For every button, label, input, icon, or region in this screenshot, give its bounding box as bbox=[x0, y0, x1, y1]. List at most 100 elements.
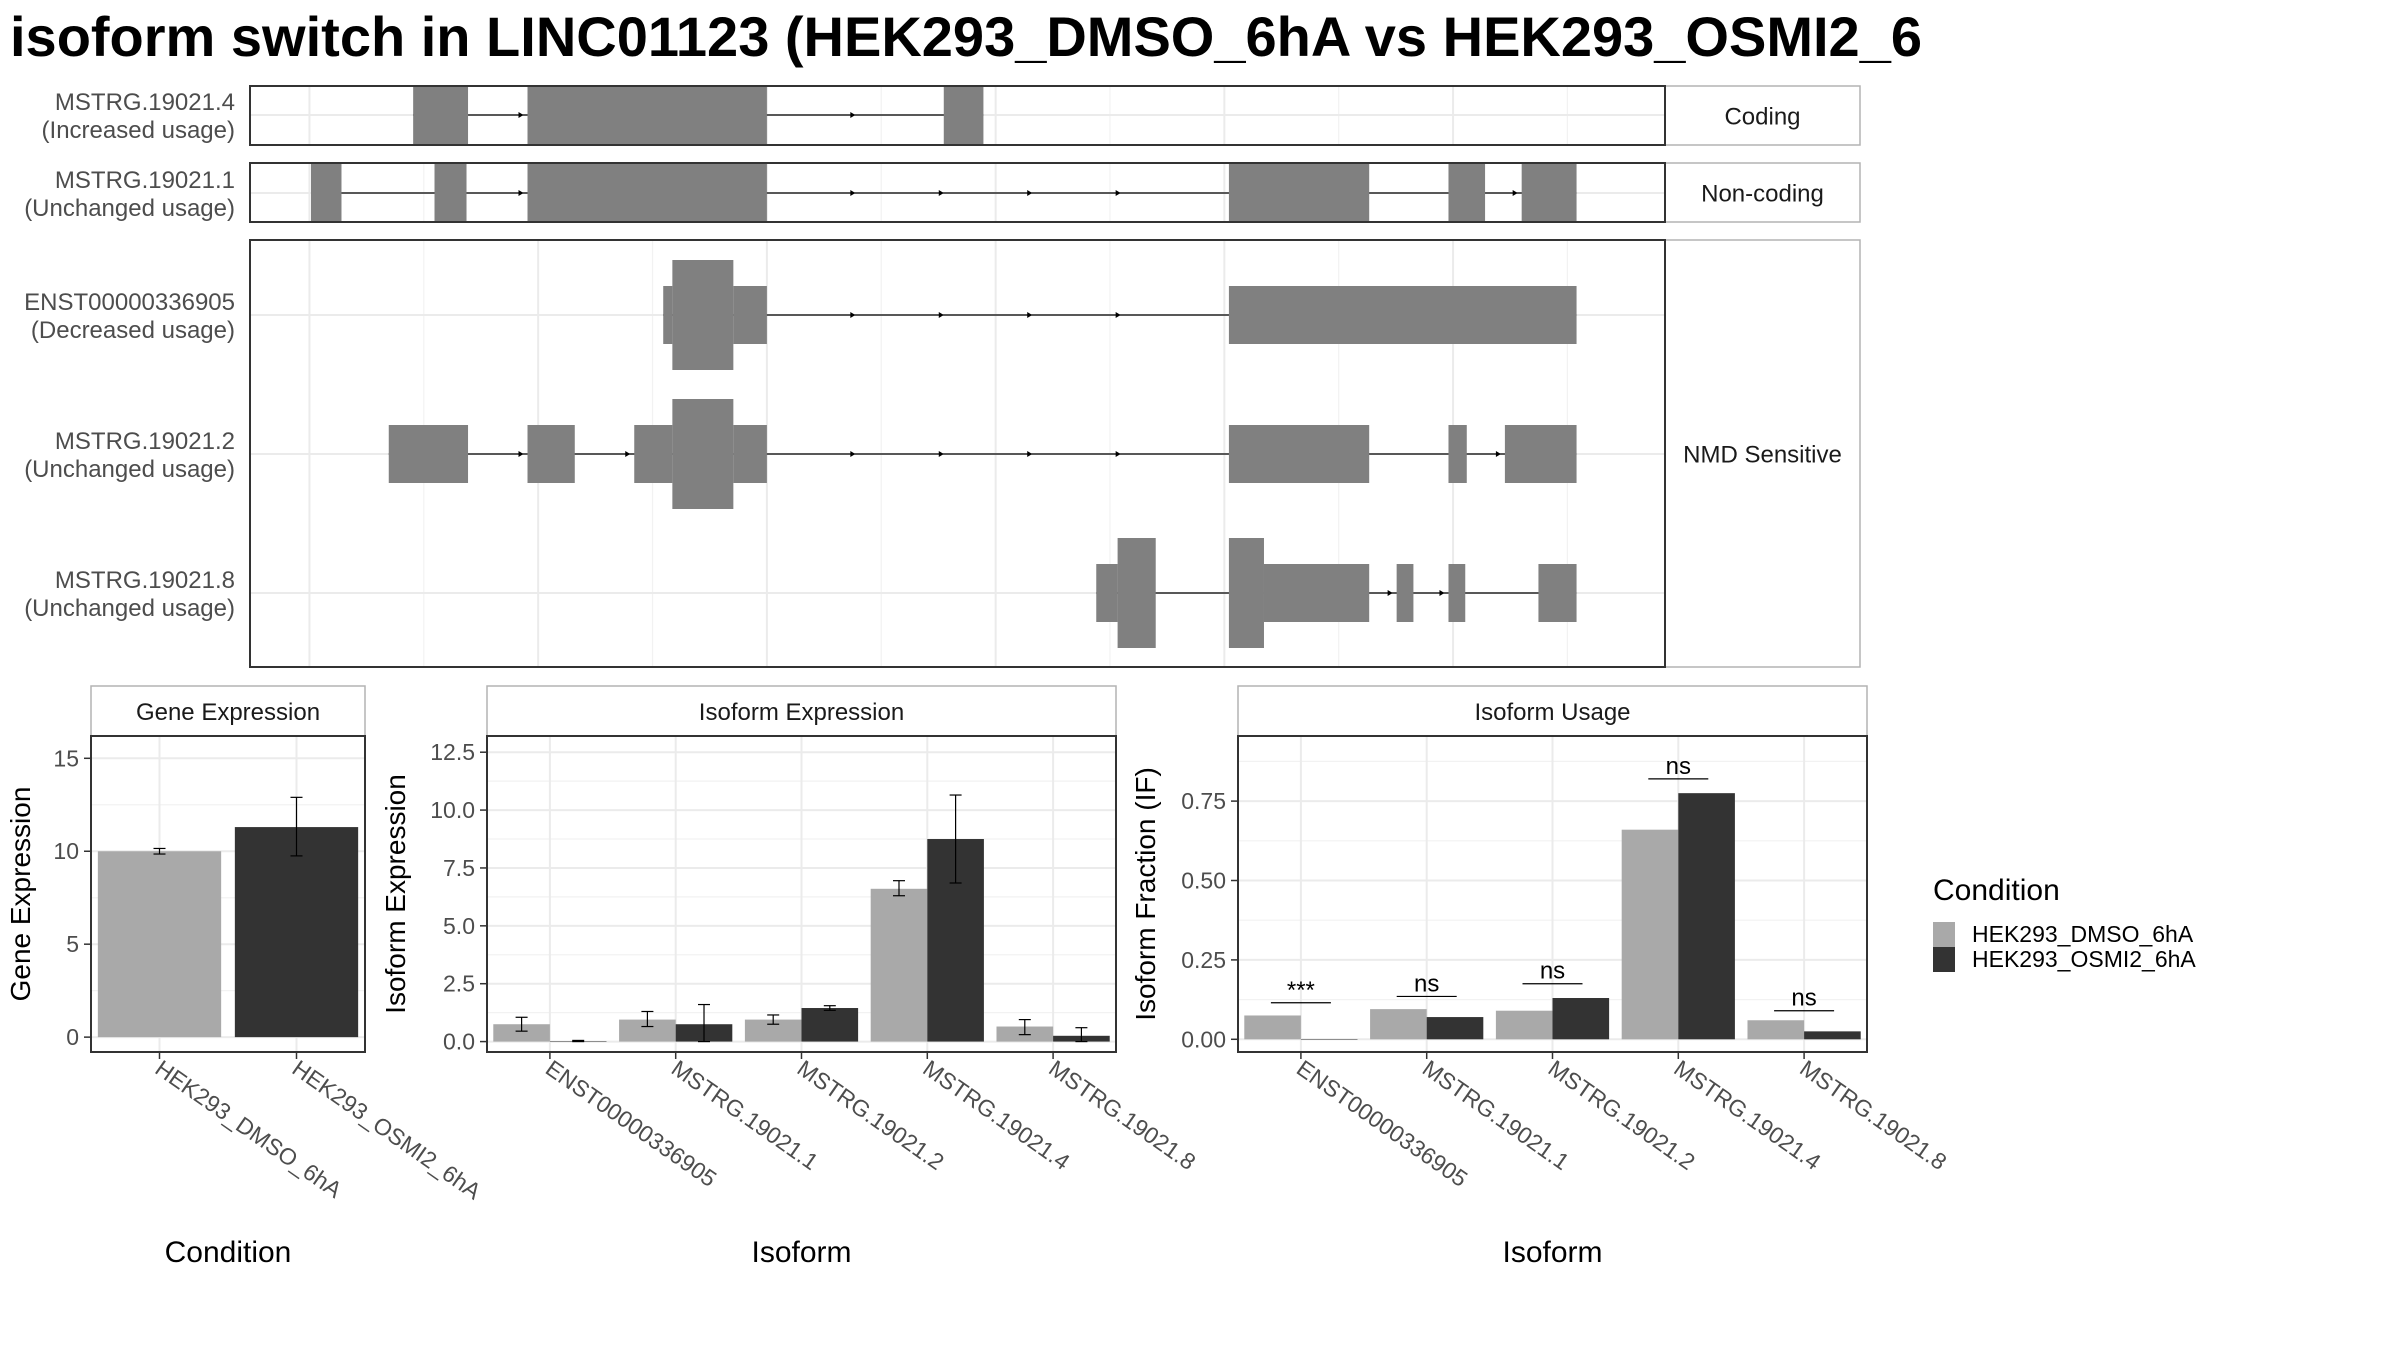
isoform-usage-chart: Isoform Usage *** ns ns ns ns 0.00 0.25 0.50 0.75… bbox=[1130, 685, 1952, 1269]
bar bbox=[97, 851, 222, 1038]
strand-arrow bbox=[1027, 190, 1033, 196]
bar bbox=[1678, 793, 1735, 1040]
exon-block bbox=[1263, 564, 1370, 622]
strand-arrow bbox=[850, 312, 856, 318]
bar bbox=[1300, 1039, 1358, 1040]
error-bar bbox=[641, 1010, 654, 1028]
transcript-usage-label: (Increased usage) bbox=[42, 117, 235, 144]
panel-strip bbox=[486, 685, 1117, 737]
y-tick-label: 7.5 bbox=[443, 855, 475, 881]
legend-key-dmso bbox=[1933, 922, 1955, 947]
error-bar bbox=[949, 794, 962, 884]
bar bbox=[1370, 1009, 1427, 1040]
exon-block bbox=[672, 399, 734, 509]
transcript-id-label: MSTRG.19021.8 bbox=[55, 567, 235, 594]
exon-block bbox=[634, 425, 673, 483]
facet-strip-label: Coding bbox=[1724, 104, 1800, 131]
exon-block bbox=[527, 86, 767, 144]
transcript-id-label: MSTRG.19021.4 bbox=[55, 89, 235, 116]
structure-facet-border bbox=[249, 239, 1666, 668]
strand-arrow bbox=[1495, 451, 1501, 457]
bar bbox=[1244, 1015, 1301, 1040]
bar bbox=[1804, 1031, 1861, 1040]
structure-facet-border bbox=[249, 162, 1666, 223]
y-axis-title: Gene Expression bbox=[5, 787, 36, 1002]
legend-title: Condition bbox=[1933, 874, 2060, 907]
error-bar bbox=[572, 1039, 585, 1043]
error-bar bbox=[515, 1016, 528, 1032]
strand-arrow bbox=[1512, 190, 1518, 196]
facet-strip-0 bbox=[1664, 85, 1861, 146]
panel-strip-label: Isoform Expression bbox=[699, 699, 904, 726]
exon-block bbox=[1117, 538, 1156, 648]
exon-block bbox=[434, 164, 467, 222]
strand-arrow bbox=[938, 190, 944, 196]
bar bbox=[1426, 1017, 1484, 1040]
error-bar bbox=[153, 847, 166, 855]
facet-strip-1 bbox=[1664, 162, 1861, 223]
significance-label: ns bbox=[1791, 985, 1816, 1012]
x-axis-title: Isoform bbox=[751, 1236, 851, 1269]
figure-title: isoform switch in LINC01123 (HEK293_DMSO… bbox=[10, 5, 1922, 68]
strand-arrow bbox=[850, 451, 856, 457]
y-tick-label: 10.0 bbox=[430, 797, 475, 823]
exon-block bbox=[1096, 564, 1118, 622]
exon-block bbox=[733, 286, 767, 344]
error-bar bbox=[823, 1005, 836, 1011]
exon-block bbox=[1448, 564, 1466, 622]
strand-arrow bbox=[850, 112, 856, 118]
y-tick-label: 0 bbox=[66, 1024, 79, 1050]
bar bbox=[801, 1008, 859, 1042]
exon-block bbox=[1504, 425, 1577, 483]
exon-block bbox=[1521, 164, 1577, 222]
transcript-usage-label: (Unchanged usage) bbox=[24, 595, 235, 622]
plot-border bbox=[90, 735, 366, 1053]
exon-block bbox=[310, 164, 342, 222]
strand-arrow bbox=[518, 190, 524, 196]
bar bbox=[1747, 1020, 1805, 1040]
error-bar bbox=[767, 1014, 780, 1025]
legend-key-osmi2 bbox=[1933, 947, 1955, 972]
facet-strip-label: NMD Sensitive bbox=[1683, 442, 1842, 469]
y-tick-label: 12.5 bbox=[430, 739, 475, 765]
exon-block bbox=[413, 86, 469, 144]
error-bar bbox=[698, 1003, 711, 1043]
exon-block bbox=[1228, 286, 1577, 344]
exon-block bbox=[1228, 164, 1370, 222]
error-bar bbox=[1075, 1027, 1088, 1043]
bar bbox=[870, 888, 928, 1042]
exon-block bbox=[1396, 564, 1414, 622]
strand-arrow bbox=[1027, 451, 1033, 457]
exon-block bbox=[733, 425, 767, 483]
panel-strip bbox=[90, 685, 366, 737]
y-tick-label: 15 bbox=[53, 745, 79, 771]
strand-arrow bbox=[518, 451, 524, 457]
bar bbox=[1621, 829, 1679, 1040]
transcript-MSTRG.19021.4 bbox=[413, 86, 984, 144]
bar bbox=[619, 1019, 676, 1042]
transcript-MSTRG.19021.8 bbox=[1096, 538, 1577, 648]
bar bbox=[234, 827, 359, 1038]
transcript-id-label: MSTRG.19021.2 bbox=[55, 428, 235, 455]
exon-block bbox=[663, 286, 673, 344]
bar bbox=[1495, 1010, 1553, 1040]
gene-expression-chart: Gene Expression051015HEK293_DMSO_6hAHEK2… bbox=[5, 685, 486, 1269]
isoform-expression-chart: Isoform Expression0.02.55.07.510.012.5EN… bbox=[380, 685, 1201, 1269]
exon-block bbox=[1538, 564, 1577, 622]
strand-arrow bbox=[938, 451, 944, 457]
y-axis-title: Isoform Expression bbox=[380, 774, 411, 1014]
transcript-id-label: ENST00000336905 bbox=[24, 289, 235, 316]
panel-strip-label: Isoform Usage bbox=[1474, 699, 1630, 726]
significance-label: ns bbox=[1414, 970, 1439, 997]
strand-arrow bbox=[518, 112, 524, 118]
transcript-usage-label: (Unchanged usage) bbox=[24, 195, 235, 222]
strand-arrow bbox=[625, 451, 631, 457]
significance-label: ns bbox=[1666, 753, 1691, 780]
bar bbox=[493, 1024, 550, 1042]
y-tick-label: 5.0 bbox=[443, 913, 475, 939]
x-axis-title: Condition bbox=[165, 1236, 292, 1269]
y-axis-title: Isoform Fraction (IF) bbox=[1130, 767, 1161, 1021]
error-bar bbox=[892, 880, 905, 897]
transcript-ENST00000336905 bbox=[663, 260, 1577, 370]
